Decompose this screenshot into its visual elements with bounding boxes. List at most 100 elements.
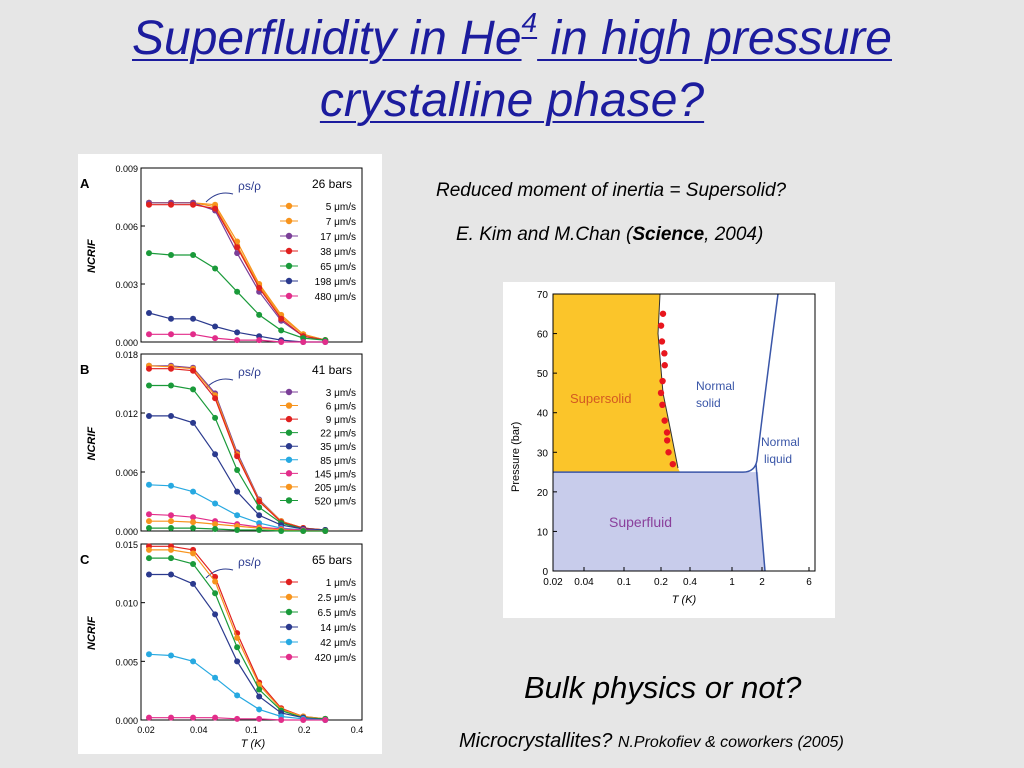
panel-letter: C [80,552,90,567]
citation: E. Kim and M.Chan (Science, 2004) [456,224,763,246]
legend-label: 6.5 μm/s [317,608,356,619]
data-point [190,201,197,208]
series-line [149,365,326,531]
y-axis-label: NCRIF [86,239,98,273]
x-tick-label: 2 [759,577,765,588]
legend-marker [285,429,293,436]
citation-post: , 2004) [704,224,764,245]
legend-label: 9 μm/s [326,415,356,426]
legend-marker [285,277,293,285]
data-point [190,488,197,495]
data-point [256,715,263,722]
data-point [661,350,668,357]
pressure-label: 26 bars [312,177,352,191]
data-point [190,331,197,338]
data-point [212,451,219,458]
data-point [234,692,241,699]
data-point [256,686,263,693]
legend-marker [285,217,293,225]
bulk-question: Bulk physics or not? [524,670,802,705]
annotation-arrow [205,568,234,579]
data-point [190,386,197,393]
data-point [212,573,219,580]
data-point [256,706,263,713]
data-point [256,504,263,511]
data-point [190,514,197,521]
legend-marker [285,497,293,504]
data-point [234,244,241,251]
data-point [190,419,197,426]
footnote-main: Microcrystallites? [459,730,618,752]
legend-marker [285,262,293,270]
pressure-label: 65 bars [312,553,352,567]
data-point [146,331,152,338]
pressure-label: 41 bars [312,363,352,377]
legend-label: 42 μm/s [320,638,356,649]
data-point [659,310,667,317]
citation-pre: E. Kim and M.Chan ( [456,224,633,245]
data-point [278,717,285,723]
ncrif-chart-svg: A NCRIF 0.009 0.006 0.003 0.000 26 bars ρs/ρ 5 μ… [80,164,364,750]
data-point [322,717,329,723]
legend-marker [285,456,293,463]
legend-marker [285,388,293,396]
x-tick-label: 0.4 [351,725,364,735]
data-point [212,674,219,681]
x-tick-label: 1 [729,577,735,588]
supersolid-region [553,294,680,473]
y-tick-label: 0.006 [115,468,138,478]
legend-label: 198 μm/s [315,277,356,288]
legend-marker [285,653,293,661]
data-point [234,488,241,495]
data-point [146,511,152,518]
data-point [256,311,263,318]
title-part-c: crystalline phase? [319,74,705,127]
data-point [234,527,241,534]
y-tick-label: 0.000 [115,716,138,726]
legend-marker [285,402,293,409]
title-part-a: Superfluidity in He [132,12,522,65]
data-point [168,201,175,208]
series-line [149,202,326,341]
legend-marker [285,483,293,491]
legend-marker [285,415,293,423]
plot-frame [140,167,363,343]
data-point [212,578,219,585]
legend-marker [285,232,293,240]
data-point [256,512,263,519]
data-point [234,288,241,295]
ncrif-panel-A: A NCRIF 0.009 0.006 0.003 0.000 26 bars ρs/ρ 5 μ… [80,164,363,348]
legend-label: 6 μm/s [326,402,356,413]
data-point [234,467,241,474]
data-point [190,580,197,587]
data-point [190,252,197,258]
data-point [661,362,668,369]
data-point [322,528,329,534]
x-tick-label: 0.02 [543,577,563,588]
data-point [234,644,241,651]
data-point [234,329,241,336]
data-point [146,714,152,721]
panel-letter: B [80,362,89,377]
ncrif-figure: A NCRIF 0.009 0.006 0.003 0.000 26 bars ρs/ρ 5 μ… [78,154,382,754]
data-point [234,337,241,344]
data-point [212,500,219,507]
data-point [168,331,175,338]
data-point [212,590,219,597]
legend-label: 420 μm/s [315,653,356,664]
title-part-b: in high pressure [537,12,892,65]
data-point [146,555,152,562]
legend-label: 65 μm/s [320,262,356,273]
data-point [168,546,175,553]
data-point [212,265,219,272]
data-point [212,205,219,212]
superfluid-region [553,472,765,571]
plot-frame [140,353,363,532]
y-tick-label: 0.009 [115,164,138,174]
x-tick-label: 0.2 [654,577,668,588]
melting-curve [553,293,779,473]
data-point [168,482,175,489]
data-point [234,715,241,722]
data-point [256,498,263,505]
data-point [212,521,219,528]
